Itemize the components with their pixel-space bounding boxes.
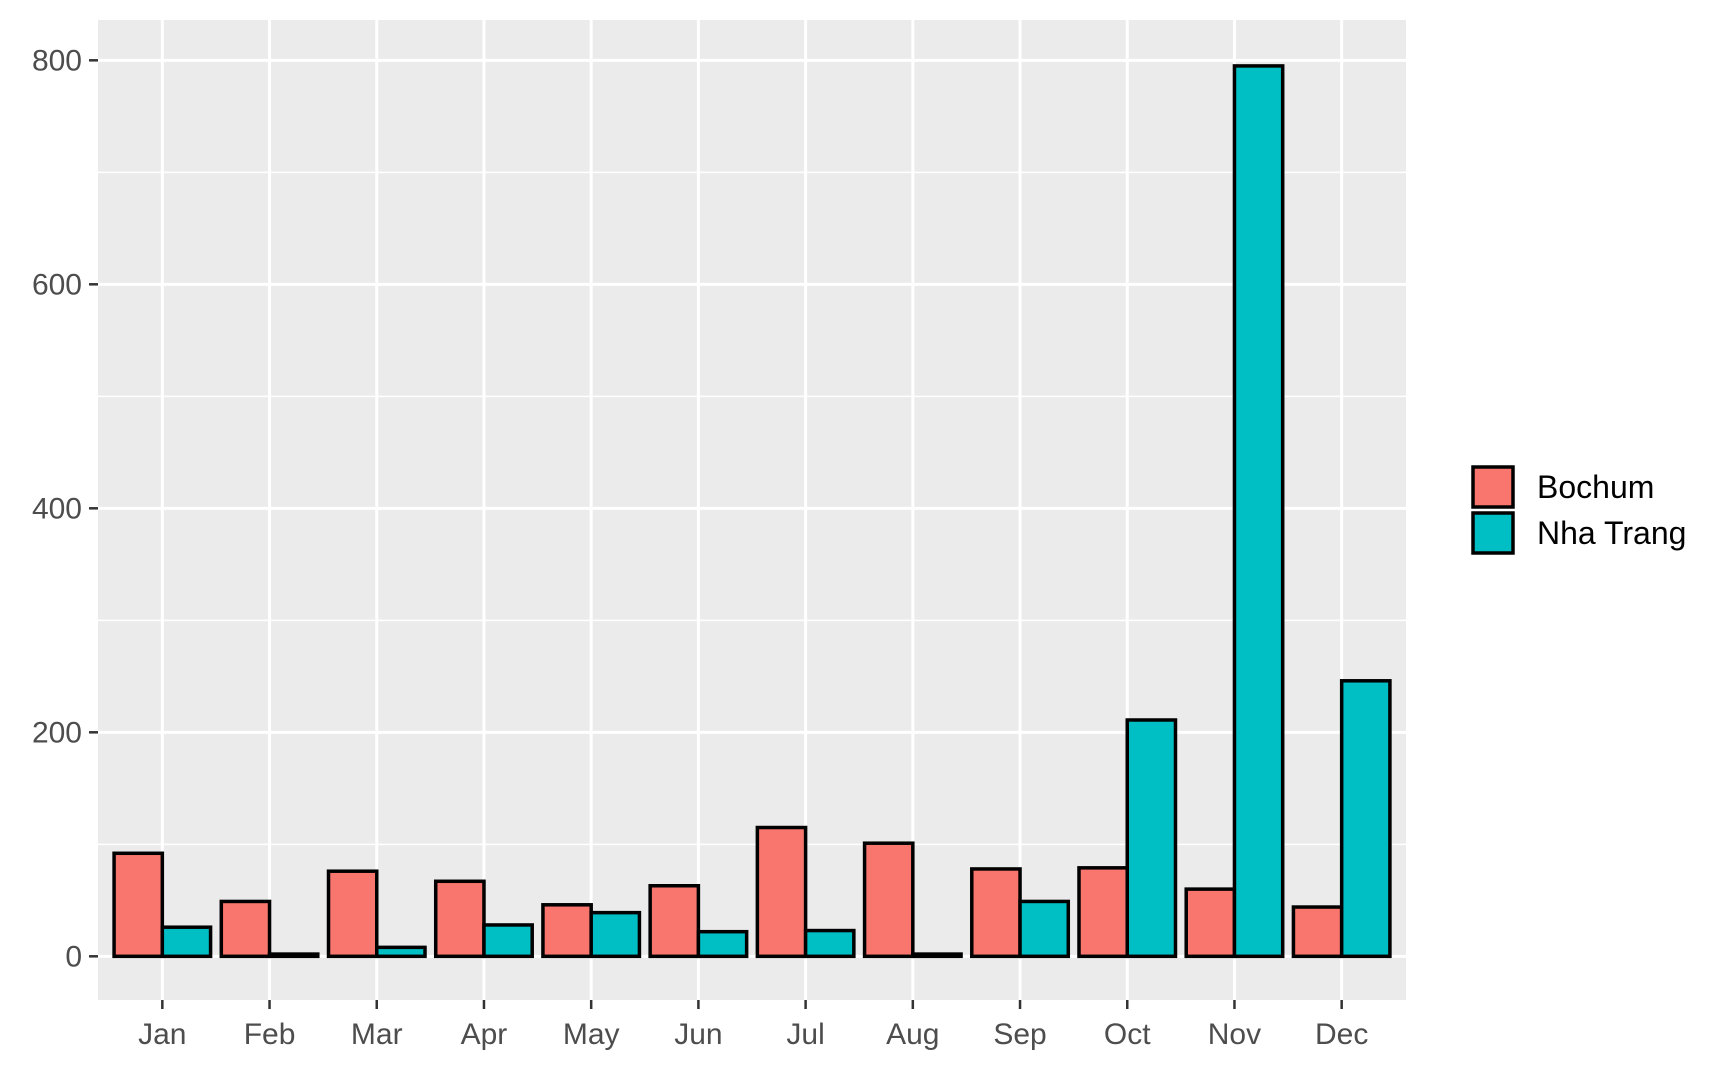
legend-key-nha-trang	[1471, 511, 1515, 555]
x-tick-label: Feb	[244, 1018, 296, 1051]
bar-bochum-apr	[433, 879, 486, 959]
bar-bochum-jun	[648, 884, 701, 959]
bar-bochum-aug	[862, 841, 915, 959]
bar-nha-trang-may	[589, 910, 642, 959]
x-tick-label: Aug	[886, 1018, 939, 1051]
bar-nha-trang-aug	[911, 952, 963, 959]
bar-bochum-jul	[755, 825, 808, 959]
bar-nha-trang-dec	[1339, 679, 1392, 959]
bar-bochum-dec	[1291, 905, 1344, 959]
bar-bochum-oct	[1077, 866, 1129, 959]
y-tick-label: 600	[32, 268, 82, 301]
y-tick-label: 400	[32, 492, 82, 525]
y-tick-label: 800	[32, 44, 82, 77]
bar-nha-trang-mar	[375, 945, 427, 959]
plot-panel	[98, 20, 1406, 1000]
x-axis: Jan Feb Mar Apr May Jun Jul Aug Sep Oct Nov Dec	[138, 1000, 1368, 1051]
y-tick-label: 0	[65, 940, 82, 973]
grid-major	[98, 20, 1406, 1000]
bar-nha-trang-sep	[1018, 899, 1071, 959]
bar-bochum-sep	[970, 867, 1022, 959]
legend: Bochum Nha Trang	[1471, 465, 1686, 555]
bar-nha-trang-feb	[267, 952, 320, 959]
bar-nha-trang-nov	[1232, 64, 1285, 959]
legend-label: Nha Trang	[1537, 515, 1686, 551]
bar-nha-trang-jul	[803, 928, 856, 959]
legend-key-bochum	[1471, 465, 1515, 509]
bar-nha-trang-apr	[482, 923, 534, 959]
bar-bochum-may	[541, 903, 593, 959]
bar-nha-trang-jun	[696, 929, 749, 959]
bar-bochum-nov	[1184, 887, 1237, 959]
bar-bochum-feb	[219, 899, 272, 959]
x-tick-label: Mar	[351, 1018, 403, 1051]
legend-label: Bochum	[1537, 469, 1654, 505]
grid-minor	[98, 171, 1406, 846]
x-tick-label: Jun	[674, 1018, 722, 1051]
bar-nha-trang-oct	[1125, 718, 1178, 959]
bar-bochum-mar	[326, 869, 379, 959]
x-tick-label: Jul	[786, 1018, 824, 1051]
x-tick-label: Sep	[993, 1018, 1046, 1051]
bar-nha-trang-jan	[160, 925, 213, 959]
x-tick-label: Nov	[1208, 1018, 1261, 1051]
x-tick-label: Jan	[138, 1018, 186, 1051]
x-tick-label: May	[563, 1018, 620, 1051]
x-tick-label: Oct	[1104, 1018, 1151, 1051]
x-tick-label: Apr	[461, 1018, 508, 1051]
y-tick-label: 200	[32, 716, 82, 749]
bar-bochum-jan	[112, 851, 165, 959]
x-tick-label: Dec	[1315, 1018, 1368, 1051]
bars	[112, 64, 1392, 959]
y-axis: 0 200 400 600 800	[32, 44, 98, 973]
